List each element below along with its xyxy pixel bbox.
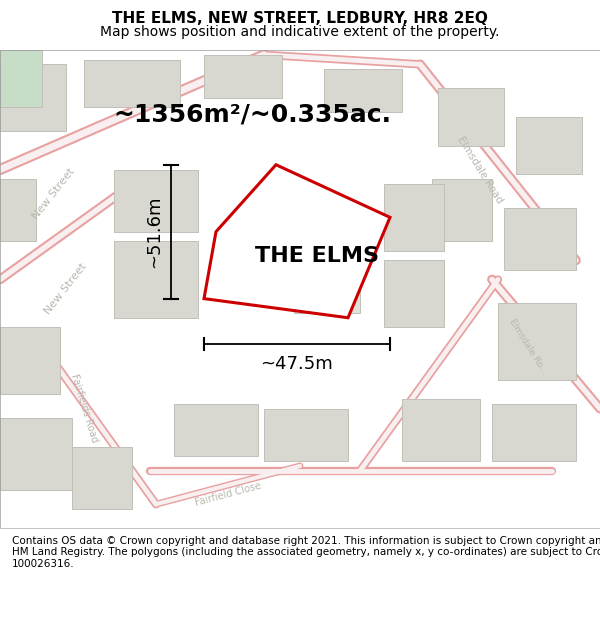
Polygon shape bbox=[114, 169, 198, 232]
Polygon shape bbox=[174, 404, 258, 456]
Polygon shape bbox=[264, 409, 348, 461]
Text: Elmsdale Ro...: Elmsdale Ro... bbox=[507, 317, 549, 376]
Text: THE ELMS, NEW STREET, LEDBURY, HR8 2EQ: THE ELMS, NEW STREET, LEDBURY, HR8 2EQ bbox=[112, 11, 488, 26]
Polygon shape bbox=[438, 88, 504, 146]
Text: Map shows position and indicative extent of the property.: Map shows position and indicative extent… bbox=[100, 25, 500, 39]
Polygon shape bbox=[72, 447, 132, 509]
Text: ~51.6m: ~51.6m bbox=[145, 196, 163, 268]
Polygon shape bbox=[504, 208, 576, 270]
Polygon shape bbox=[114, 241, 198, 318]
Polygon shape bbox=[384, 261, 444, 328]
Polygon shape bbox=[498, 303, 576, 380]
Polygon shape bbox=[0, 64, 66, 131]
Text: Fairfield Close: Fairfield Close bbox=[194, 481, 262, 508]
Text: New Street: New Street bbox=[31, 166, 77, 221]
Polygon shape bbox=[0, 418, 72, 490]
Polygon shape bbox=[492, 404, 576, 461]
Polygon shape bbox=[204, 165, 390, 318]
Polygon shape bbox=[84, 59, 180, 108]
Text: THE ELMS: THE ELMS bbox=[255, 246, 379, 266]
Polygon shape bbox=[516, 117, 582, 174]
Text: New Street: New Street bbox=[43, 262, 89, 316]
Polygon shape bbox=[0, 328, 60, 394]
Text: ~1356m²/~0.335ac.: ~1356m²/~0.335ac. bbox=[113, 102, 391, 126]
Polygon shape bbox=[204, 55, 282, 98]
Text: Fairfields Road: Fairfields Road bbox=[69, 373, 99, 444]
Polygon shape bbox=[234, 232, 312, 279]
Text: ~47.5m: ~47.5m bbox=[260, 355, 334, 373]
Polygon shape bbox=[432, 179, 492, 241]
Polygon shape bbox=[0, 50, 42, 108]
Polygon shape bbox=[0, 179, 36, 241]
Polygon shape bbox=[324, 69, 402, 112]
Text: Contains OS data © Crown copyright and database right 2021. This information is : Contains OS data © Crown copyright and d… bbox=[12, 536, 600, 569]
Polygon shape bbox=[402, 399, 480, 461]
Polygon shape bbox=[384, 184, 444, 251]
Text: Elmsdale Road: Elmsdale Road bbox=[455, 134, 505, 205]
Polygon shape bbox=[294, 261, 360, 313]
